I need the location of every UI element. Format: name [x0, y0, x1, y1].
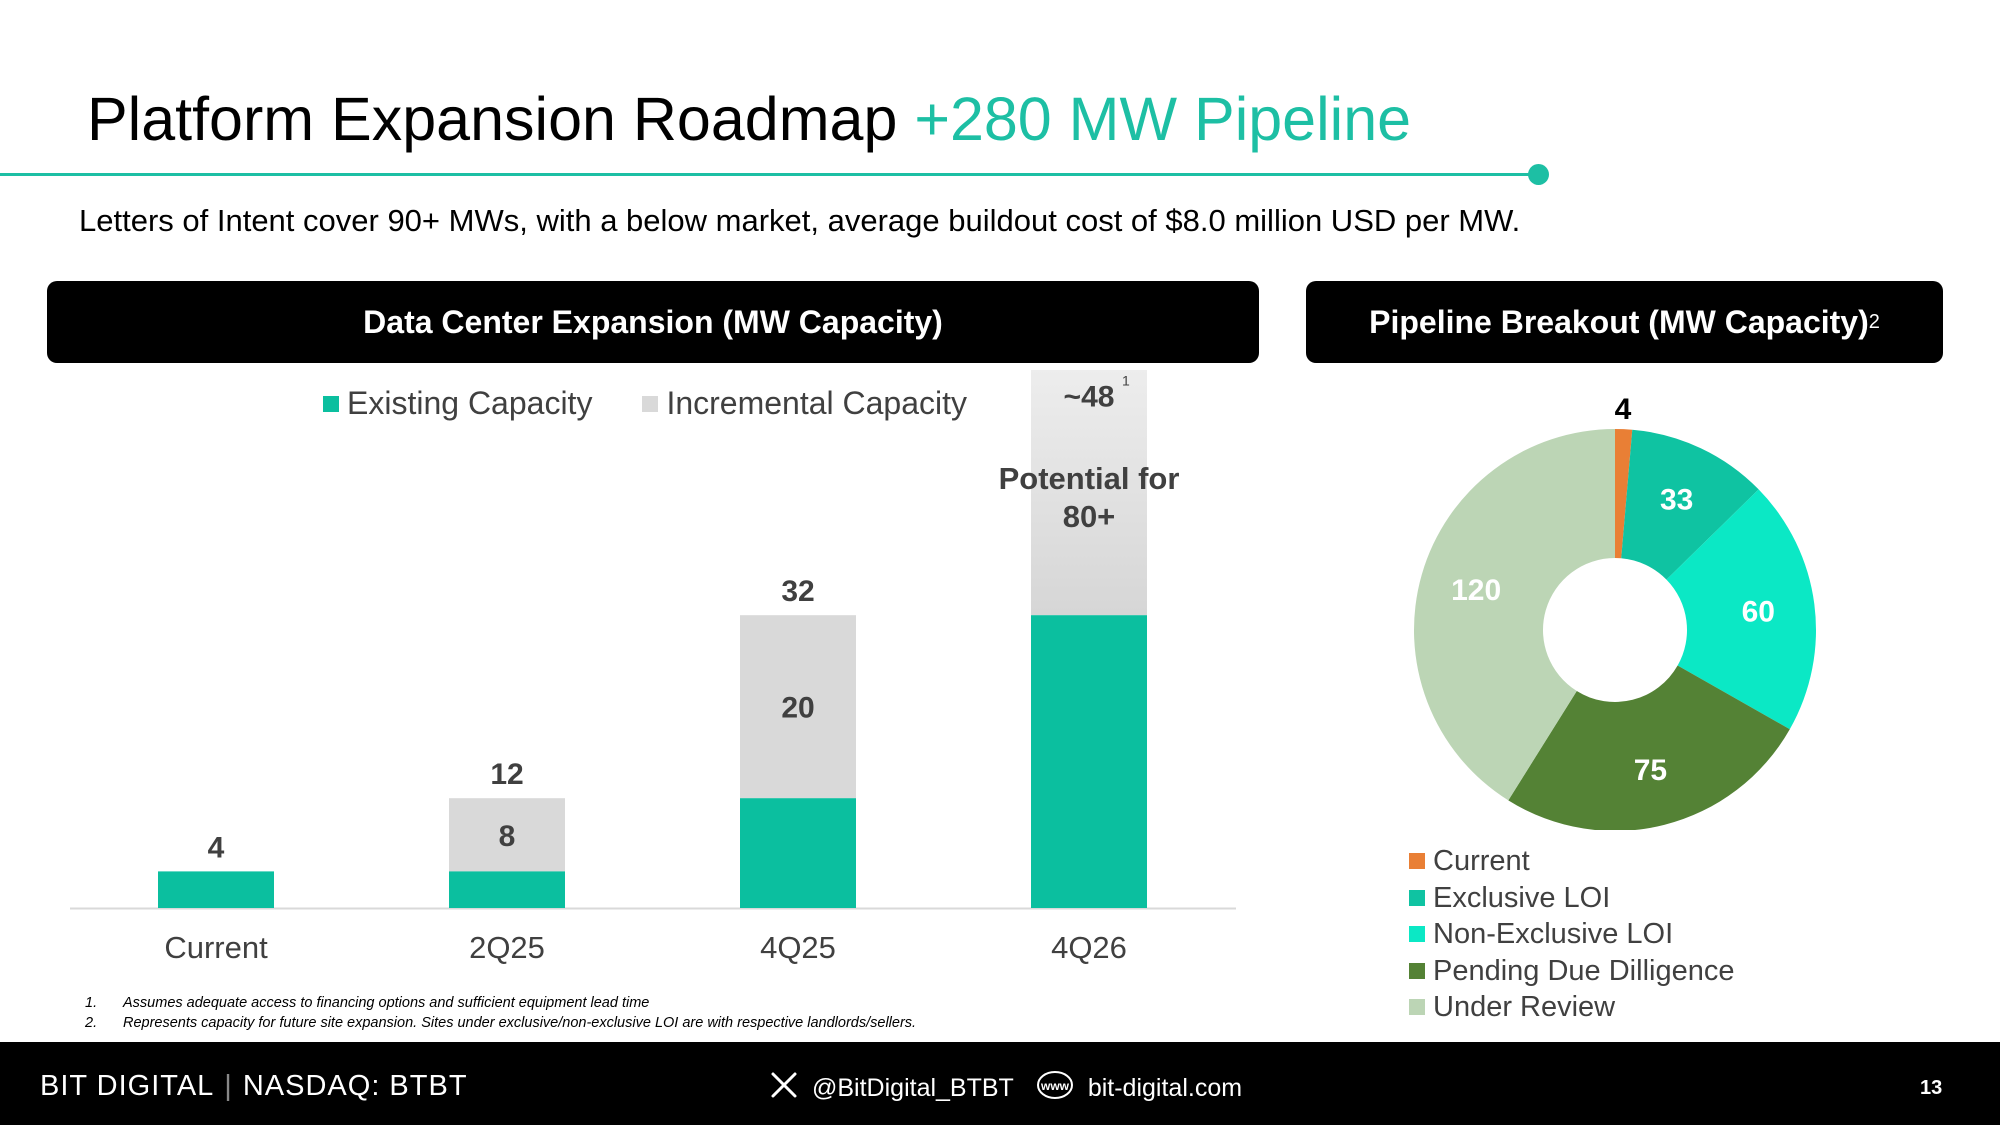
pie-panel-header: Pipeline Breakout (MW Capacity) 2: [1306, 281, 1943, 363]
x-tick-4q25: 4Q25: [760, 930, 836, 965]
potential-annotation-line: Potential for: [999, 461, 1180, 496]
footnote-number: 2.: [85, 1015, 98, 1031]
bar-incremental-2q25: [449, 798, 565, 872]
footnote-ref-1: 1: [1122, 373, 1130, 389]
x-tick-current: Current: [164, 930, 268, 965]
donut-value-label: 33: [1660, 483, 1693, 516]
pie-legend-label: Pending Due Dilligence: [1433, 954, 1735, 987]
globe-icon[interactable]: www: [1036, 1070, 1074, 1107]
brand-logo: BIT DIGITAL | NASDAQ: BTBT: [40, 1070, 468, 1103]
bar-panel-header: Data Center Expansion (MW Capacity): [47, 281, 1259, 363]
globe-icon-label: www: [1040, 1079, 1070, 1093]
potential-annotation: Potential for 80+: [999, 461, 1180, 534]
pie-legend-label: Under Review: [1433, 991, 1616, 1023]
donut-value-label: 120: [1451, 574, 1501, 607]
donut-value-label: 75: [1634, 754, 1667, 787]
bar-existing-4q26: [1031, 615, 1147, 908]
title-accent: +280 MW Pipeline: [914, 85, 1412, 153]
pie-legend-label: Current: [1433, 845, 1530, 877]
pie-panel-title: Pipeline Breakout (MW Capacity): [1369, 303, 1869, 340]
legend-swatch-existing: [323, 395, 339, 412]
legend-existing: Existing Capacity: [323, 385, 592, 422]
pie-legend-label: Exclusive LOI: [1433, 881, 1611, 914]
pie-panel-footnote-ref: 2: [1868, 310, 1880, 333]
footnote-text: Represents capacity for future site expa…: [123, 1015, 917, 1031]
bar-existing-current: [158, 871, 274, 908]
legend-label-existing: Existing Capacity: [347, 385, 593, 421]
donut-slice-under-review: [1414, 429, 1615, 801]
bar-existing-4q25: [740, 798, 856, 908]
pie-legend-non-exclusive: Non-Exclusive LOI: [1409, 916, 1734, 953]
legend-swatch-incremental: [642, 395, 659, 412]
bar-legend: Existing Capacity Incremental Capacity: [323, 385, 1017, 422]
incremental-label-2q25: 8: [499, 820, 516, 853]
pie-legend-exclusive: Exclusive LOI: [1409, 880, 1734, 917]
donut-slice-exclusive-loi: [1621, 429, 1759, 580]
title-underline: [0, 173, 1540, 176]
brand-name: BIT DIGITAL: [40, 1070, 215, 1102]
incremental-label-4q25: 20: [781, 692, 814, 725]
bar-chart: 4 Current 8 12 2Q25 20 32 4Q25 ~48 1 4Q26 Potential…: [70, 370, 1236, 965]
pie-legend-review: Under Review: [1409, 989, 1734, 1026]
footnote-2: 2. Represents capacity for future site ex…: [85, 1013, 916, 1033]
pie-legend-swatch: [1409, 889, 1425, 906]
twitter-handle-link[interactable]: @BitDigital_BTBT: [812, 1074, 1014, 1102]
pie-legend-current: Current: [1409, 843, 1734, 880]
subtitle: Letters of Intent cover 90+ MWs, with a …: [79, 203, 1521, 238]
brand-ticker: NASDAQ: BTBT: [242, 1070, 468, 1102]
footnote-1: 1. Assumes adequate access to financing o…: [85, 993, 916, 1013]
x-tick-2q25: 2Q25: [469, 930, 545, 965]
social-links: @BitDigital_BTBT www bit-digital.com: [770, 1070, 1242, 1107]
website-link[interactable]: bit-digital.com: [1087, 1074, 1243, 1102]
total-label-2q25: 12: [490, 758, 523, 791]
page-number: 13: [1920, 1077, 1943, 1099]
donut-chart: 4 33 60 75 120: [1414, 393, 1816, 830]
page-title: Platform Expansion Roadmap +280 MW Pipel…: [87, 84, 1411, 154]
total-label-4q25: 32: [781, 575, 814, 608]
donut-value-label: 4: [1615, 393, 1632, 426]
x-tick-4q26: 4Q26: [1051, 930, 1127, 965]
pie-legend-label: Non-Exclusive LOI: [1433, 918, 1674, 950]
x-twitter-icon[interactable]: [770, 1071, 798, 1106]
donut-slice-non-exclusive-loi: [1666, 489, 1816, 730]
footer: BIT DIGITAL | NASDAQ: BTBT @BitDigital_BTB…: [0, 1042, 2000, 1125]
pie-legend-swatch: [1409, 926, 1425, 943]
footnote-text: Assumes adequate access to financing opt…: [123, 995, 650, 1011]
incremental-label-4q26: ~48: [1064, 381, 1115, 414]
pie-legend-swatch: [1409, 962, 1425, 979]
bar-existing-2q25: [449, 871, 565, 908]
total-label-current: 4: [208, 831, 225, 864]
bar-incremental-4q25: [740, 615, 856, 799]
legend-incremental: Incremental Capacity: [642, 385, 967, 422]
brand-separator: |: [224, 1070, 233, 1102]
legend-label-incremental: Incremental Capacity: [666, 385, 968, 421]
donut-slice-current: [1615, 429, 1633, 559]
bar-panel-title: Data Center Expansion (MW Capacity): [363, 303, 943, 340]
donut-slice-pending-due-dilligence: [1508, 665, 1790, 830]
bar-incremental-4q26: [1031, 370, 1147, 616]
pie-legend-pending: Pending Due Dilligence: [1409, 953, 1734, 990]
title-main: Platform Expansion Roadmap: [87, 85, 898, 153]
potential-annotation-line: 80+: [1063, 499, 1116, 534]
footnote-number: 1.: [85, 995, 98, 1011]
pie-legend-swatch: [1409, 999, 1425, 1016]
title-underline-dot: [1528, 164, 1549, 185]
donut-value-label: 60: [1742, 595, 1775, 628]
pie-legend-swatch: [1409, 853, 1425, 870]
pie-legend: Current Exclusive LOI Non-Exclusive LOI …: [1409, 843, 1734, 1026]
footnotes: 1. Assumes adequate access to financing o…: [85, 993, 916, 1033]
